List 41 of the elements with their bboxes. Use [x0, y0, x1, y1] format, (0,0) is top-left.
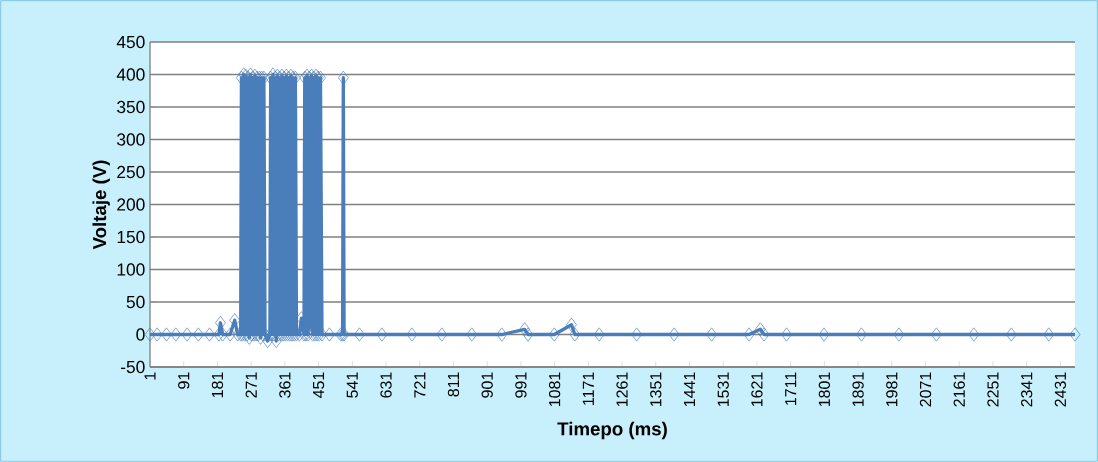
y-tick-label: -50 — [121, 360, 145, 374]
y-tick-label: 0 — [136, 328, 145, 341]
y-tick-label: 150 — [117, 230, 145, 244]
x-tick-label: 541 — [346, 372, 358, 398]
y-tick-label: 350 — [117, 100, 145, 114]
x-tick-label: 1 — [144, 372, 156, 380]
y-tick-label: 400 — [116, 68, 145, 81]
x-tick-label: 1441 — [684, 372, 695, 407]
x-tick-label: 1711 — [785, 372, 797, 405]
x-axis-title: Timepo (ms) — [557, 421, 667, 440]
x-tick-label: 721 — [414, 372, 426, 398]
y-tick-label: 50 — [126, 295, 145, 309]
x-tick-label: 271 — [245, 372, 257, 398]
y-axis-title: Voltaje (V) — [92, 160, 110, 250]
x-tick-label: 901 — [481, 372, 493, 398]
x-tick-label: 811 — [447, 372, 460, 397]
x-tick-label: 451 — [313, 372, 325, 399]
x-tick-label: 1801 — [818, 372, 831, 407]
x-tick-label: 2251 — [987, 372, 999, 407]
x-tick-label: 1081 — [548, 372, 561, 407]
x-tick-label: 2071 — [919, 372, 932, 407]
x-tick-label: 91 — [178, 372, 190, 389]
x-tick-label: 1891 — [852, 372, 864, 407]
x-tick-label: 631 — [380, 372, 392, 398]
x-tick-label: 2161 — [953, 372, 965, 407]
y-tick-label: 300 — [117, 133, 145, 146]
x-tick-label: 991 — [515, 372, 527, 398]
x-tick-label: 1171 — [582, 372, 594, 405]
y-tick-label: 100 — [117, 263, 145, 276]
x-tick-label: 181 — [211, 372, 224, 398]
y-tick-label: 200 — [117, 198, 145, 211]
x-tick-label: 1351 — [650, 372, 662, 407]
y-tick-label: 250 — [117, 165, 145, 179]
x-tick-label: 1531 — [717, 372, 729, 407]
x-tick-label: 2341 — [1021, 372, 1033, 407]
x-tick-label: 1261 — [616, 372, 628, 407]
x-tick-label: 1621 — [751, 372, 763, 407]
y-tick-label: 450 — [116, 35, 145, 49]
x-tick-label: 361 — [279, 372, 291, 398]
x-tick-label: 2431 — [1054, 372, 1067, 407]
x-tick-label: 1981 — [886, 372, 898, 407]
